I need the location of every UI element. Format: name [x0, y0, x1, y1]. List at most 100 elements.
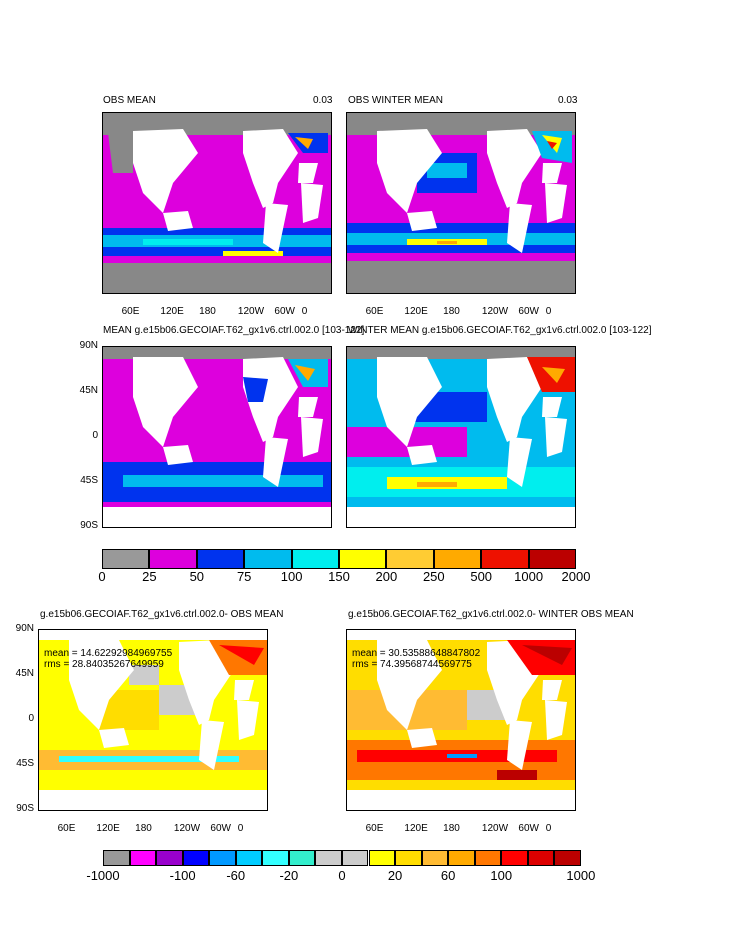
colorbar-swatch: [501, 850, 528, 866]
x-tick-label: 120E: [160, 306, 184, 317]
stat-mean: mean = 14.62292984969755: [44, 648, 173, 659]
x-tick-label: 0: [237, 823, 244, 834]
colorbar-label: -100: [169, 868, 196, 883]
x-tick-label: 120W: [481, 823, 509, 834]
colorbar-label: -1000: [86, 868, 120, 883]
map-model-winter-mean-svg: [347, 347, 575, 527]
map-obs-mean-svg: [103, 113, 331, 293]
y-tick-label: 90N: [79, 340, 98, 351]
map-diff-mean: [38, 629, 268, 811]
x-tick-label: 180: [135, 823, 152, 834]
map-model-mean: [102, 346, 332, 528]
stat-rms: rms = 74.39568744569775: [352, 659, 472, 670]
colorbar-swatch: [244, 549, 292, 569]
map-diff-winter-mean: [346, 629, 576, 811]
y-tick-label: 45S: [80, 475, 98, 486]
colorbar-label: 100: [490, 868, 513, 883]
panel-title: g.e15b06.GECOIAF.T62_gx1v6.ctrl.002.0- O…: [40, 609, 284, 620]
colorbar-swatch: [421, 850, 449, 866]
colorbar-swatch: [209, 850, 236, 866]
y-tick-label: 90S: [16, 803, 34, 814]
x-tick-label: 180: [443, 823, 460, 834]
colorbar-swatch: [291, 549, 339, 569]
map-obs-mean: [102, 112, 332, 294]
colorbar-label: 1000: [566, 868, 596, 883]
y-tick-label: 45N: [15, 668, 34, 679]
colorbar-swatch: [474, 850, 502, 866]
y-tick-label: 45N: [79, 385, 98, 396]
y-tick-label: 0: [28, 713, 34, 724]
x-tick-label: 0: [545, 306, 552, 317]
map-obs-winter-mean-svg: [347, 113, 575, 293]
x-tick-label: 60E: [57, 823, 76, 834]
stat-rms: rms = 28.84035267649959: [44, 659, 164, 670]
colorbar-swatch: [235, 850, 263, 866]
colorbar-label: 20: [387, 868, 403, 883]
colorbar-swatch: [288, 850, 316, 866]
colorbar-diff: -1000 -100 -60 -20 0 20 60 100 1000: [86, 850, 595, 883]
colorbar-swatch: [481, 549, 529, 569]
colorbar-label: 100: [280, 569, 303, 584]
colorbar-label: -60: [226, 868, 246, 883]
colorbar-swatch: [156, 850, 183, 866]
colorbar-swatch: [368, 850, 396, 866]
x-tick-label: 120E: [96, 823, 120, 834]
colorbar-label: 60: [440, 868, 456, 883]
x-tick-label: 120W: [237, 306, 265, 317]
stat-mean: mean = 30.53588648847802: [352, 648, 481, 659]
x-tick-label: 180: [199, 306, 216, 317]
panel-title: OBS MEAN: [103, 95, 156, 106]
colorbar-swatch: [528, 549, 576, 569]
x-tick-label: 60W: [518, 306, 539, 317]
y-tick-label: 90N: [15, 623, 34, 634]
colorbar-label: 0: [338, 868, 346, 883]
colorbar-top: 0 25 50 75 100 150 200 250 500 1000 2000: [98, 549, 590, 584]
x-tick-label: 180: [443, 306, 460, 317]
colorbar-label: 2000: [561, 569, 591, 584]
x-tick-label: 60E: [121, 306, 140, 317]
colorbar-swatch: [527, 850, 555, 866]
y-tick-label: 90S: [80, 520, 98, 531]
map-model-winter-mean: [346, 346, 576, 528]
colorbar-swatch: [196, 549, 245, 569]
colorbar-label: 0: [98, 569, 106, 584]
colorbar-swatch: [182, 850, 210, 866]
y-tick-label: 0: [92, 430, 98, 441]
x-tick-label: 120W: [173, 823, 201, 834]
colorbar-swatch: [395, 850, 422, 866]
colorbar-swatch: [315, 850, 342, 866]
panel-title: MEAN g.e15b06.GECOIAF.T62_gx1v6.ctrl.002…: [103, 325, 365, 336]
colorbar-swatch: [341, 850, 369, 866]
map-diff-winter-mean-svg: [347, 630, 575, 810]
y-tick-label: 45S: [16, 758, 34, 769]
colorbar-swatch: [339, 549, 387, 569]
colorbar-label: 1000: [514, 569, 544, 584]
colorbar-swatch: [433, 549, 482, 569]
colorbar-swatch: [129, 850, 157, 866]
x-tick-label: 120E: [404, 306, 428, 317]
colorbar-label: -20: [279, 868, 299, 883]
colorbar-label: 200: [375, 569, 398, 584]
colorbar-swatch: [554, 850, 581, 866]
colorbar-label: 75: [236, 569, 252, 584]
map-obs-winter-mean: [346, 112, 576, 294]
colorbar-swatch: [103, 850, 130, 866]
colorbar-label: 150: [328, 569, 350, 584]
colorbar-swatch: [386, 549, 434, 569]
colorbar-label: 250: [422, 569, 445, 584]
x-tick-label: 60W: [274, 306, 295, 317]
map-diff-mean-svg: [39, 630, 267, 810]
stats: mean = 14.62292984969755 rms = 28.840352…: [44, 648, 172, 670]
colorbar-label: 50: [189, 569, 205, 584]
colorbar-swatch: [102, 549, 150, 569]
x-tick-label: 60W: [518, 823, 539, 834]
panel-title: g.e15b06.GECOIAF.T62_gx1v6.ctrl.002.0- W…: [348, 609, 634, 620]
map-model-mean-svg: [103, 347, 331, 527]
colorbar-swatch: [149, 549, 197, 569]
colorbar-label: 500: [470, 569, 493, 584]
panel-value: 0.03: [313, 95, 333, 106]
x-tick-label: 120E: [404, 823, 428, 834]
x-tick-label: 60W: [210, 823, 231, 834]
colorbar-label: 25: [142, 569, 157, 584]
x-tick-label: 60E: [365, 823, 384, 834]
